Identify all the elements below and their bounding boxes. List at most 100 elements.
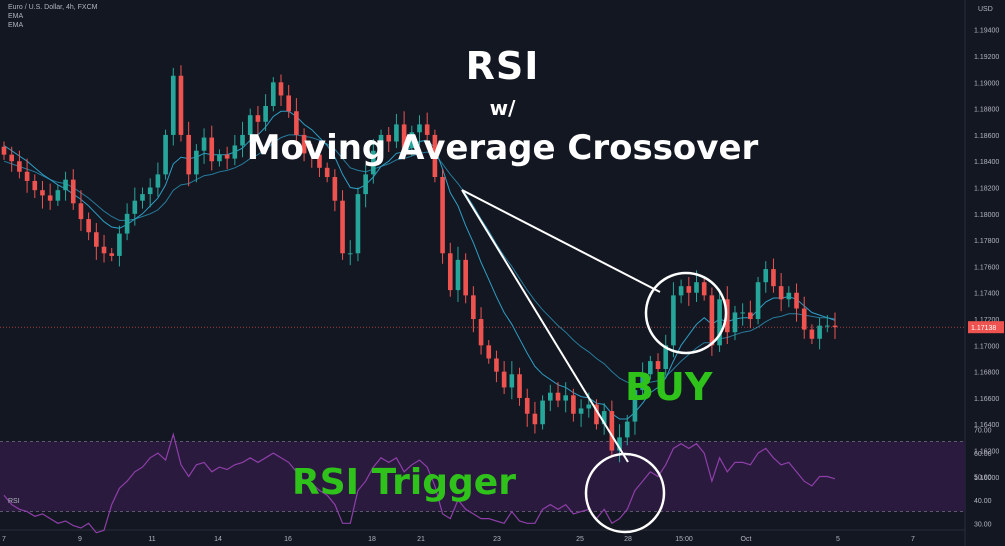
candle-body bbox=[671, 295, 676, 346]
overlay-title: RSI bbox=[465, 44, 540, 88]
candle-body bbox=[286, 95, 292, 112]
candle-body bbox=[594, 404, 599, 425]
candle-body bbox=[1, 146, 7, 155]
candle-body bbox=[232, 145, 238, 159]
arrow-line-rsi bbox=[461, 189, 629, 463]
time-tick-label: 18 bbox=[368, 536, 376, 543]
candle-body bbox=[163, 134, 168, 175]
price-tick-label: 1.18600 bbox=[974, 133, 999, 140]
rsi-trigger-circle bbox=[584, 452, 666, 534]
candle-body bbox=[386, 134, 392, 142]
price-tick-label: 1.16400 bbox=[974, 422, 999, 429]
candle-body bbox=[686, 286, 692, 293]
candle-body bbox=[255, 115, 261, 122]
candle-body bbox=[701, 282, 707, 296]
candle-body bbox=[17, 161, 22, 172]
arrow-line-ema bbox=[461, 189, 661, 293]
candle-body bbox=[278, 82, 284, 96]
candle-body bbox=[363, 174, 368, 195]
candle-body bbox=[655, 361, 661, 370]
candle-body bbox=[432, 134, 438, 178]
candle-body bbox=[571, 395, 576, 414]
candle-body bbox=[70, 179, 76, 204]
candle-body bbox=[94, 232, 99, 247]
time-tick-label: 23 bbox=[493, 536, 501, 543]
candle-body bbox=[301, 134, 307, 154]
time-tick-label: 16 bbox=[284, 536, 292, 543]
candle-body bbox=[748, 312, 753, 320]
candle-body bbox=[117, 233, 122, 256]
candle-body bbox=[324, 167, 330, 178]
candle-body bbox=[755, 282, 761, 320]
candle-body bbox=[517, 374, 522, 398]
candle-body bbox=[778, 286, 784, 300]
candle-body bbox=[563, 395, 569, 401]
candle-body bbox=[540, 400, 545, 425]
candle-body bbox=[555, 392, 561, 401]
price-tick-label: 1.16200 bbox=[974, 449, 999, 456]
time-tick-label: Oct bbox=[741, 536, 752, 543]
candle-body bbox=[186, 134, 191, 175]
candle-body bbox=[632, 390, 638, 422]
candle-body bbox=[263, 106, 268, 122]
overlay-with: w/ bbox=[489, 96, 516, 120]
candle-body bbox=[194, 150, 199, 175]
candle-body bbox=[494, 358, 499, 372]
candle-body bbox=[178, 75, 184, 135]
price-tick-label: 1.16000 bbox=[974, 475, 999, 482]
candle-body bbox=[355, 194, 361, 254]
time-tick-label: 14 bbox=[214, 536, 222, 543]
candle-body bbox=[309, 153, 315, 155]
rsi-band bbox=[0, 441, 965, 512]
candle-body bbox=[740, 312, 745, 314]
candle-body bbox=[817, 325, 822, 339]
candle-body bbox=[471, 295, 476, 320]
candle-body bbox=[663, 345, 669, 370]
candle-body bbox=[9, 154, 15, 162]
candle-body bbox=[417, 124, 422, 133]
price-tick-label: 1.16800 bbox=[974, 370, 999, 377]
price-tick-label: 1.17000 bbox=[974, 343, 999, 350]
candle-body bbox=[601, 411, 607, 425]
candle-body bbox=[609, 411, 615, 451]
candle-body bbox=[532, 413, 538, 425]
candle-body bbox=[424, 124, 430, 135]
price-tick-label: 1.17800 bbox=[974, 238, 999, 245]
time-tick-label: 28 bbox=[624, 536, 632, 543]
candle-body bbox=[224, 154, 230, 159]
candle-body bbox=[786, 292, 792, 300]
candle-body bbox=[55, 190, 61, 201]
candle-body bbox=[486, 345, 492, 359]
candle-body bbox=[240, 134, 245, 146]
candle-body bbox=[801, 308, 807, 330]
time-tick-label: 9 bbox=[78, 536, 82, 543]
candle-body bbox=[217, 154, 222, 162]
candle-body bbox=[270, 82, 276, 106]
candle-body bbox=[824, 325, 830, 327]
candle-body bbox=[132, 200, 138, 214]
candle-body bbox=[771, 269, 776, 287]
candle-body bbox=[478, 319, 484, 346]
candle-body bbox=[794, 292, 799, 309]
candle-body bbox=[294, 111, 299, 135]
price-tick-label: 1.17600 bbox=[974, 264, 999, 271]
ema-legend-2: EMA bbox=[8, 22, 24, 29]
price-badge-label: 1.17138 bbox=[971, 325, 996, 332]
time-tick-label: 21 bbox=[417, 536, 425, 543]
rsi-tick-label: 50.00 bbox=[974, 474, 992, 481]
candle-body bbox=[147, 187, 153, 195]
rsi-legend: RSI bbox=[8, 498, 20, 505]
candle-body bbox=[440, 177, 445, 254]
overlay-subtitle: Moving Average Crossover bbox=[246, 128, 759, 168]
price-tick-label: 1.18200 bbox=[974, 186, 999, 193]
price-tick-label: 1.18400 bbox=[974, 159, 999, 166]
time-tick-label: 7 bbox=[2, 536, 6, 543]
candle-body bbox=[40, 190, 45, 196]
candle-body bbox=[409, 132, 415, 149]
candle-body bbox=[394, 124, 399, 142]
candle-body bbox=[648, 361, 653, 375]
candle-body bbox=[509, 374, 515, 388]
candle-body bbox=[501, 371, 507, 388]
candle-body bbox=[809, 329, 815, 339]
